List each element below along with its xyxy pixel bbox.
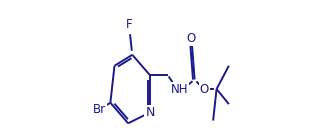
Text: O: O xyxy=(186,32,195,45)
Text: N: N xyxy=(145,106,155,119)
Text: NH: NH xyxy=(171,83,188,95)
Text: Br: Br xyxy=(92,103,106,116)
Text: F: F xyxy=(126,18,133,31)
Text: O: O xyxy=(200,83,209,95)
